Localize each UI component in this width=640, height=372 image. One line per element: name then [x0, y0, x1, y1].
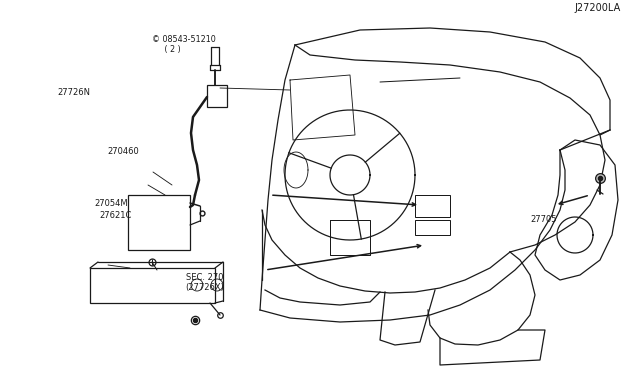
Text: © 08543-51210
     ( 2 ): © 08543-51210 ( 2 ) [152, 35, 216, 54]
Bar [128, 195, 190, 250]
Text: 270460: 270460 [108, 147, 140, 156]
Text: 27726N: 27726N [58, 88, 91, 97]
Text: 27054M: 27054M [95, 199, 129, 208]
Text: 27705: 27705 [530, 215, 556, 224]
Bar [415, 220, 450, 235]
Bar [90, 268, 215, 303]
Bar [415, 195, 450, 217]
Text: 27621C: 27621C [99, 211, 132, 220]
Bar [207, 85, 227, 107]
Text: SEC. 270
(27726X): SEC. 270 (27726X) [186, 273, 225, 292]
Text: J27200LA: J27200LA [575, 3, 621, 13]
